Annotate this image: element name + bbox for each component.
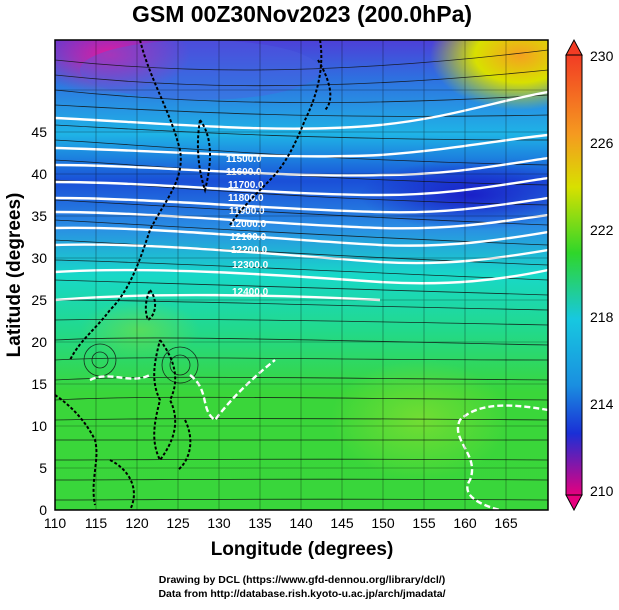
- colorbar-tick: 214: [590, 396, 614, 412]
- y-tick-label: 0: [39, 502, 47, 518]
- contour-label: 11600.0: [226, 167, 262, 178]
- y-tick-label: 45: [31, 124, 47, 140]
- y-tick-label: 30: [31, 250, 47, 266]
- y-tick-label: 5: [39, 460, 47, 476]
- x-tick-label: 150: [371, 515, 395, 531]
- colorbar-min-arrow: [565, 494, 583, 512]
- y-tick-label: 15: [31, 376, 47, 392]
- contour-label: 12300.0: [232, 260, 269, 271]
- colorbar: 230 226 222 218 214 210: [565, 38, 614, 512]
- contour-label: 11500.0: [226, 154, 262, 165]
- contour-label: 11800.0: [228, 193, 264, 204]
- x-tick-label: 130: [207, 515, 231, 531]
- x-tick-label: 125: [166, 515, 190, 531]
- contour-label: 12000.0: [230, 219, 267, 230]
- x-axis-label: Longitude (degrees): [211, 539, 394, 560]
- colorbar-tick: 222: [590, 222, 614, 238]
- contour-label: 11700.0: [228, 180, 264, 191]
- contour-labels: 11500.0 11600.0 11700.0 11800.0 11900.0 …: [226, 154, 269, 298]
- x-tick-label: 110: [44, 515, 67, 531]
- colorbar-tick: 218: [590, 309, 614, 325]
- y-tick-label: 35: [31, 208, 47, 224]
- x-tick-label: 135: [248, 515, 272, 531]
- contour-label: 12100.0: [230, 232, 267, 243]
- coastlines: [55, 40, 332, 510]
- y-tick-label: 10: [31, 418, 47, 434]
- x-tick-label: 155: [412, 515, 436, 531]
- x-tick-label: 140: [289, 515, 313, 531]
- colorbar-max-arrow: [565, 38, 583, 56]
- colorbar-tick: 210: [590, 483, 614, 499]
- x-axis: 110 115 120 125 130 135 140 145 150 155 …: [44, 515, 518, 531]
- grid: [55, 40, 548, 510]
- credit-drawing: Drawing by DCL (https://www.gfd-dennou.o…: [159, 574, 445, 586]
- x-tick-label: 115: [85, 515, 108, 531]
- x-tick-label: 160: [453, 515, 477, 531]
- x-tick-label: 120: [125, 515, 149, 531]
- plot-frame: [54, 39, 549, 511]
- y-axis-label: Latitude (degrees): [4, 193, 25, 358]
- y-tick-label: 40: [31, 166, 47, 182]
- credit-data: Data from http://database.rish.kyoto-u.a…: [158, 588, 445, 600]
- map-title: GSM 00Z30Nov2023 (200.0hPa): [132, 1, 472, 27]
- y-tick-label: 20: [31, 334, 47, 350]
- x-tick-label: 165: [494, 515, 518, 531]
- contour-label: 12200.0: [231, 245, 268, 256]
- contour-label: 12400.0: [232, 287, 269, 298]
- contour-label: 11900.0: [229, 206, 265, 217]
- x-tick-label: 145: [330, 515, 354, 531]
- y-tick-label: 25: [31, 292, 47, 308]
- colorbar-tick: 226: [590, 135, 614, 151]
- colorbar-tick: 230: [590, 48, 614, 64]
- y-axis: 0 5 10 15 20 25 30 35 40 45: [31, 124, 47, 518]
- temperature-field: 11500.0 11600.0 11700.0 11800.0 11900.0 …: [55, 40, 548, 510]
